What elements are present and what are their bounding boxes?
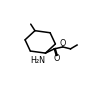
Text: O: O (59, 39, 66, 48)
Text: H₂N: H₂N (30, 56, 45, 64)
Text: O: O (53, 54, 59, 63)
